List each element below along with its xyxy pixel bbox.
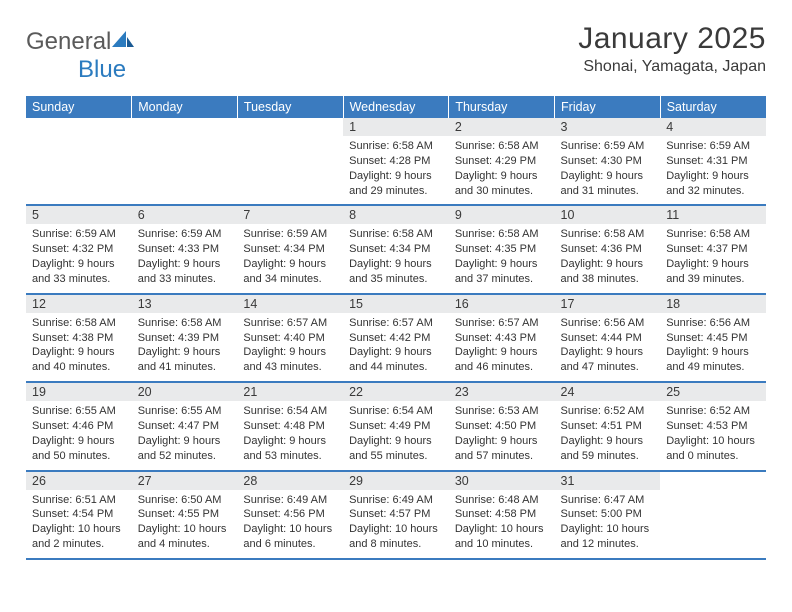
day-info-cell: Sunrise: 6:56 AMSunset: 4:44 PMDaylight:… (555, 313, 661, 382)
day-number-cell: 17 (555, 294, 661, 313)
month-title: January 2025 (578, 22, 766, 56)
day-number-cell: 15 (343, 294, 449, 313)
weekday-header: SundayMondayTuesdayWednesdayThursdayFrid… (26, 96, 766, 118)
day-number-cell (26, 118, 132, 136)
day-number-cell: 1 (343, 118, 449, 136)
day-number-cell: 21 (237, 382, 343, 401)
day-number-cell: 29 (343, 471, 449, 490)
day-number-cell: 3 (555, 118, 661, 136)
brand-name: GeneralBlue (26, 28, 134, 84)
day-info-cell: Sunrise: 6:53 AMSunset: 4:50 PMDaylight:… (449, 401, 555, 470)
day-info-cell: Sunrise: 6:56 AMSunset: 4:45 PMDaylight:… (660, 313, 766, 382)
weekday-header-cell: Sunday (26, 96, 132, 118)
day-info-cell: Sunrise: 6:58 AMSunset: 4:38 PMDaylight:… (26, 313, 132, 382)
day-info-cell: Sunrise: 6:59 AMSunset: 4:30 PMDaylight:… (555, 136, 661, 205)
day-info-cell: Sunrise: 6:59 AMSunset: 4:34 PMDaylight:… (237, 224, 343, 293)
day-info-cell: Sunrise: 6:48 AMSunset: 4:58 PMDaylight:… (449, 490, 555, 559)
day-number-cell (660, 471, 766, 490)
day-info-cell: Sunrise: 6:54 AMSunset: 4:49 PMDaylight:… (343, 401, 449, 470)
weekday-header-cell: Wednesday (343, 96, 449, 118)
day-number-cell: 24 (555, 382, 661, 401)
day-info-cell: Sunrise: 6:57 AMSunset: 4:42 PMDaylight:… (343, 313, 449, 382)
day-info-cell: Sunrise: 6:57 AMSunset: 4:40 PMDaylight:… (237, 313, 343, 382)
day-number-cell: 12 (26, 294, 132, 313)
day-info-cell (660, 490, 766, 559)
day-number-cell: 20 (132, 382, 238, 401)
day-info-cell: Sunrise: 6:51 AMSunset: 4:54 PMDaylight:… (26, 490, 132, 559)
day-info-cell: Sunrise: 6:54 AMSunset: 4:48 PMDaylight:… (237, 401, 343, 470)
day-number-cell: 26 (26, 471, 132, 490)
day-info-cell: Sunrise: 6:59 AMSunset: 4:33 PMDaylight:… (132, 224, 238, 293)
day-info-cell: Sunrise: 6:58 AMSunset: 4:28 PMDaylight:… (343, 136, 449, 205)
day-number-cell: 28 (237, 471, 343, 490)
day-info-cell: Sunrise: 6:50 AMSunset: 4:55 PMDaylight:… (132, 490, 238, 559)
day-info-cell: Sunrise: 6:49 AMSunset: 4:56 PMDaylight:… (237, 490, 343, 559)
day-info-cell: Sunrise: 6:55 AMSunset: 4:46 PMDaylight:… (26, 401, 132, 470)
day-number-cell: 9 (449, 205, 555, 224)
day-info-cell (26, 136, 132, 205)
day-number-cell: 6 (132, 205, 238, 224)
day-number-cell (132, 118, 238, 136)
day-number-cell: 10 (555, 205, 661, 224)
day-number-cell: 14 (237, 294, 343, 313)
day-info-cell (237, 136, 343, 205)
day-info-cell: Sunrise: 6:59 AMSunset: 4:32 PMDaylight:… (26, 224, 132, 293)
day-info-cell: Sunrise: 6:58 AMSunset: 4:39 PMDaylight:… (132, 313, 238, 382)
weekday-header-cell: Saturday (660, 96, 766, 118)
day-info-cell: Sunrise: 6:52 AMSunset: 4:53 PMDaylight:… (660, 401, 766, 470)
day-number-cell: 27 (132, 471, 238, 490)
weekday-header-cell: Thursday (449, 96, 555, 118)
day-info-cell: Sunrise: 6:58 AMSunset: 4:35 PMDaylight:… (449, 224, 555, 293)
page-header: GeneralBlue January 2025 Shonai, Yamagat… (26, 22, 766, 84)
brand-blue: Blue (78, 56, 126, 83)
day-number-cell: 5 (26, 205, 132, 224)
day-number-cell: 19 (26, 382, 132, 401)
calendar-table: SundayMondayTuesdayWednesdayThursdayFrid… (26, 96, 766, 560)
day-number-cell: 13 (132, 294, 238, 313)
brand-gray: General (26, 28, 111, 55)
day-number-cell: 16 (449, 294, 555, 313)
day-info-cell: Sunrise: 6:58 AMSunset: 4:36 PMDaylight:… (555, 224, 661, 293)
day-info-cell: Sunrise: 6:59 AMSunset: 4:31 PMDaylight:… (660, 136, 766, 205)
day-number-cell: 18 (660, 294, 766, 313)
sail-icon (112, 28, 134, 56)
day-number-cell (237, 118, 343, 136)
title-block: January 2025 Shonai, Yamagata, Japan (578, 22, 766, 76)
weekday-header-cell: Friday (555, 96, 661, 118)
day-info-cell: Sunrise: 6:58 AMSunset: 4:37 PMDaylight:… (660, 224, 766, 293)
day-number-cell: 7 (237, 205, 343, 224)
location-text: Shonai, Yamagata, Japan (578, 58, 766, 76)
day-number-cell: 2 (449, 118, 555, 136)
day-number-cell: 4 (660, 118, 766, 136)
day-number-cell: 22 (343, 382, 449, 401)
day-info-cell: Sunrise: 6:52 AMSunset: 4:51 PMDaylight:… (555, 401, 661, 470)
day-number-cell: 8 (343, 205, 449, 224)
day-info-cell: Sunrise: 6:49 AMSunset: 4:57 PMDaylight:… (343, 490, 449, 559)
day-info-cell: Sunrise: 6:57 AMSunset: 4:43 PMDaylight:… (449, 313, 555, 382)
brand-logo: GeneralBlue (26, 28, 134, 84)
day-number-cell: 23 (449, 382, 555, 401)
day-number-cell: 25 (660, 382, 766, 401)
day-info-cell: Sunrise: 6:55 AMSunset: 4:47 PMDaylight:… (132, 401, 238, 470)
day-number-cell: 31 (555, 471, 661, 490)
weekday-header-cell: Tuesday (237, 96, 343, 118)
weekday-header-cell: Monday (132, 96, 238, 118)
day-info-cell: Sunrise: 6:58 AMSunset: 4:34 PMDaylight:… (343, 224, 449, 293)
day-info-cell: Sunrise: 6:47 AMSunset: 5:00 PMDaylight:… (555, 490, 661, 559)
day-info-cell (132, 136, 238, 205)
day-info-cell: Sunrise: 6:58 AMSunset: 4:29 PMDaylight:… (449, 136, 555, 205)
day-number-cell: 30 (449, 471, 555, 490)
day-number-cell: 11 (660, 205, 766, 224)
